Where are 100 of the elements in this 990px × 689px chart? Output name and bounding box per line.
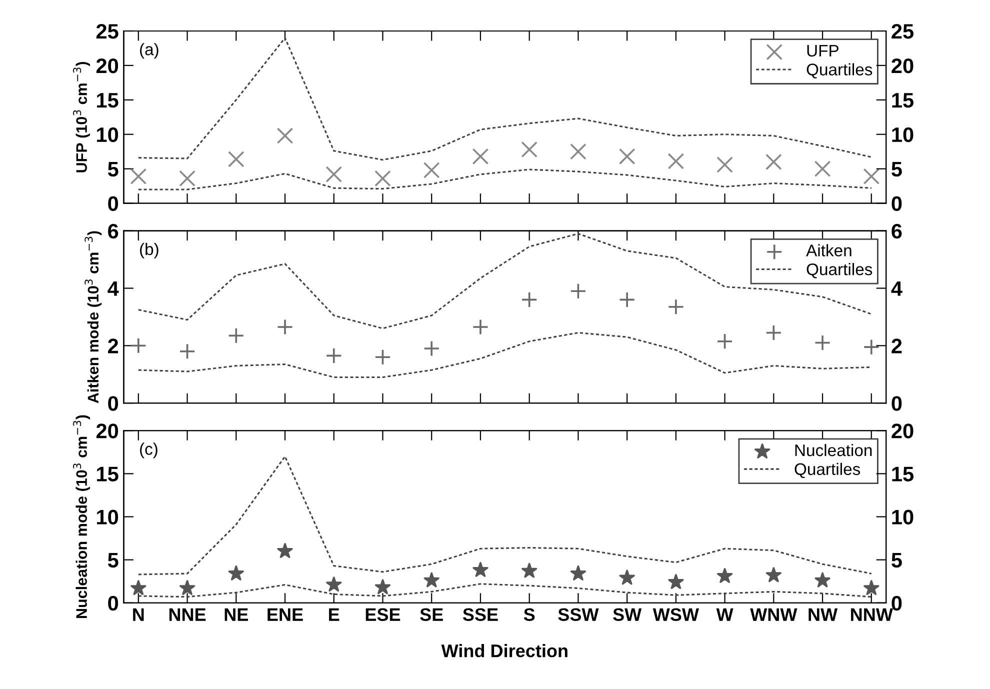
- point: [228, 150, 244, 168]
- point: [619, 570, 635, 585]
- point: [374, 348, 391, 366]
- point: [765, 324, 782, 341]
- point: [521, 292, 538, 308]
- point: [277, 543, 293, 558]
- point: [814, 334, 831, 351]
- point: [179, 343, 196, 360]
- x-tick-label: SSE: [462, 608, 498, 621]
- y-axis-title: Aitken mode (10$^{3}$ cm$^{−3}$): [84, 231, 102, 404]
- x-tick-label: ENE: [268, 608, 303, 621]
- x-tick-label: ESE: [366, 608, 400, 621]
- y-tick-label: 0: [108, 596, 118, 611]
- y-tick-label: 6: [108, 224, 118, 239]
- point: [276, 318, 294, 336]
- point: [326, 166, 342, 183]
- y-tick-label: 20: [96, 424, 118, 438]
- x-tick-label: W: [716, 608, 734, 621]
- y2-tick-label: 15: [892, 466, 914, 482]
- legend-label: Quartiles: [806, 63, 872, 78]
- point: [766, 567, 782, 582]
- point: [668, 153, 684, 170]
- y-tick-label: 2: [108, 338, 118, 354]
- y-axis-title: Nucleation mode (10$^{3}$ cm$^{−3}$): [73, 415, 90, 618]
- annotation: (a): [140, 43, 158, 59]
- y2-tick-label: 15: [892, 93, 914, 108]
- y2-tick-label: 0: [892, 196, 902, 212]
- y-tick-label: 5: [108, 162, 118, 177]
- y-tick-label: 15: [97, 93, 118, 108]
- point: [374, 170, 391, 187]
- line-series: [138, 232, 872, 330]
- point: [814, 572, 830, 588]
- point: [423, 340, 440, 357]
- point: [423, 162, 440, 178]
- y-tick-label: 25: [96, 24, 118, 39]
- x-tick-label: NNW: [851, 608, 893, 621]
- y-tick-label: 10: [97, 510, 118, 525]
- x-tick-label: SSW: [558, 608, 599, 621]
- point: [863, 338, 880, 356]
- point: [326, 576, 342, 592]
- point: [472, 562, 488, 577]
- point: [570, 143, 586, 160]
- y2-tick-label: 4: [891, 281, 902, 296]
- y-tick-label: 5: [108, 553, 118, 568]
- x-tick-label: N: [133, 608, 144, 621]
- legend-label: Quartiles: [806, 263, 872, 278]
- point: [716, 568, 733, 583]
- y2-tick-label: 10: [892, 127, 914, 142]
- point: [863, 168, 880, 185]
- y2-tick-label: 5: [892, 553, 902, 568]
- y2-tick-label: 0: [892, 596, 902, 611]
- y-tick-label: 0: [108, 196, 118, 212]
- point: [668, 574, 684, 590]
- y2-tick-label: 2: [892, 338, 902, 354]
- x-tick-label: WSW: [652, 608, 699, 621]
- point: [716, 156, 733, 173]
- x-tick-label: SW: [613, 608, 642, 621]
- annotation: (b): [140, 242, 158, 258]
- annotation: (c): [140, 442, 158, 458]
- point: [472, 318, 489, 336]
- point: [326, 348, 342, 364]
- point: [228, 327, 244, 344]
- line-series: [138, 168, 872, 190]
- x-tick-label: NNE: [169, 608, 206, 621]
- y-tick-label: 15: [97, 466, 118, 482]
- point: [130, 337, 147, 354]
- y2-tick-label: 25: [892, 24, 914, 39]
- point: [179, 580, 196, 596]
- point: [570, 282, 586, 300]
- y2-tick-label: 0: [892, 396, 902, 411]
- point: [814, 160, 831, 177]
- point: [618, 148, 636, 165]
- y-axis-title: UFP (10$^{3}$ cm$^{−3}$): [73, 62, 90, 172]
- x-axis-title: Wind Direction: [441, 644, 568, 658]
- x-tick-label: NE: [224, 608, 248, 621]
- y-tick-label: 0: [108, 396, 118, 411]
- point: [179, 170, 196, 187]
- legend-label: UFP: [807, 44, 838, 57]
- point: [668, 298, 684, 316]
- line-series: [138, 332, 872, 378]
- y2-tick-label: 6: [892, 224, 902, 239]
- line-series: [138, 37, 872, 161]
- y2-tick-label: 20: [892, 424, 914, 438]
- y2-tick-label: 10: [892, 510, 914, 525]
- x-tick-label: SE: [420, 608, 443, 621]
- point: [130, 168, 147, 185]
- point: [472, 148, 489, 165]
- point: [276, 128, 294, 144]
- legend-label: Aitken: [806, 244, 852, 256]
- x-tick-label: S: [524, 608, 535, 621]
- point: [864, 580, 880, 596]
- y-tick-label: 4: [108, 281, 119, 296]
- legend-label: Quartiles: [794, 462, 860, 478]
- point: [521, 141, 538, 158]
- point: [618, 292, 636, 308]
- point: [765, 154, 782, 170]
- x-tick-label: NW: [808, 608, 838, 621]
- y-tick-label: 20: [96, 58, 118, 74]
- point: [716, 333, 733, 350]
- point: [228, 565, 244, 580]
